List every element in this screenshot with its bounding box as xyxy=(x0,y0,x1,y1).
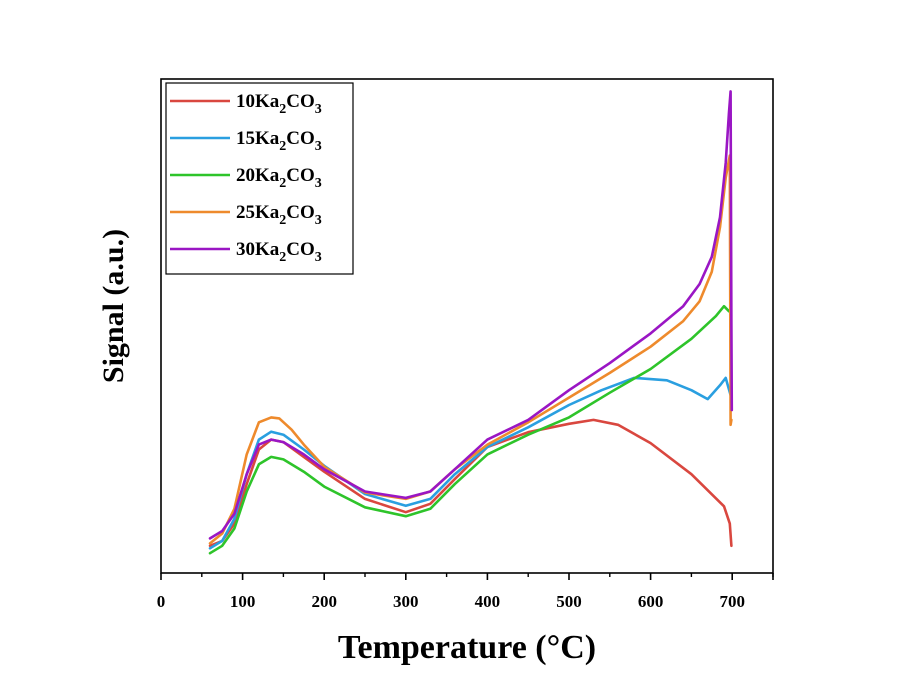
x-tick-label: 300 xyxy=(393,592,419,611)
plot-frame xyxy=(160,78,774,574)
series-line-20Ka2CO3 xyxy=(208,304,731,555)
x-tick-label: 0 xyxy=(157,592,166,611)
legend-label: 25Ka2CO3 xyxy=(236,202,322,228)
legend-label: 10Ka2CO3 xyxy=(236,91,322,117)
series-line-30Ka2CO3 xyxy=(208,90,734,540)
x-tick-label: 500 xyxy=(556,592,582,611)
x-tick-label: 400 xyxy=(475,592,501,611)
legend: 10Ka2CO3 15Ka2CO3 20Ka2CO3 25Ka2CO3 30Ka2CO3 xyxy=(165,82,354,275)
x-tick-label: 100 xyxy=(230,592,256,611)
x-tick-label: 200 xyxy=(311,592,337,611)
x-axis-title: Temperature (°C) xyxy=(338,629,596,666)
curves-layer xyxy=(208,90,734,555)
legend-label: 15Ka2CO3 xyxy=(236,128,322,154)
series-line-15Ka2CO3 xyxy=(208,376,732,550)
x-tick-label: 600 xyxy=(638,592,664,611)
x-tick-label: 700 xyxy=(719,592,745,611)
y-axis-title: Signal (a.u.) xyxy=(97,229,130,383)
legend-label: 20Ka2CO3 xyxy=(236,165,322,191)
series-line-10Ka2CO3 xyxy=(208,418,733,548)
x-axis-ticks: 0 100 200 300 400 500 600 700 xyxy=(157,573,774,611)
legend-label: 30Ka2CO3 xyxy=(236,239,322,265)
legend-box xyxy=(165,82,354,275)
